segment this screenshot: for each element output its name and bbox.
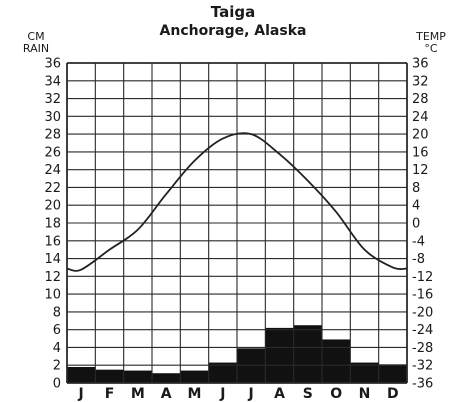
precipitation-bar-9	[293, 325, 322, 383]
right-axis-tick-label: 32	[412, 74, 429, 89]
right-axis-tick-label: -24	[412, 323, 433, 338]
precipitation-bar-11	[350, 362, 379, 383]
right-axis-tick-label: 4	[412, 199, 420, 214]
precipitation-bar-4	[152, 373, 181, 383]
precipitation-bar-3	[123, 370, 152, 383]
left-axis-tick-label: 20	[44, 199, 61, 214]
right-axis-tick-label: 24	[412, 110, 429, 125]
left-axis-tick-label: 28	[44, 128, 61, 143]
right-axis-tick-label: -28	[412, 341, 433, 356]
left-axis-tick-label: 36	[44, 57, 61, 72]
right-axis-tick-label: 20	[412, 128, 429, 143]
precipitation-bar-8	[265, 327, 294, 383]
left-axis-tick-label: 6	[53, 323, 61, 338]
left-axis-tick-label: 24	[44, 163, 61, 178]
month-label: M	[188, 386, 202, 402]
month-label: A	[274, 386, 285, 402]
right-axis-label-line-1: TEMP	[415, 30, 446, 43]
right-axis-tick-label: 28	[412, 92, 429, 107]
left-axis-tick-label: 14	[44, 252, 61, 267]
right-axis-label-line-2: °C	[424, 42, 438, 55]
left-axis-tick-label: 18	[44, 217, 61, 232]
right-axis-tick-label: -36	[412, 377, 433, 392]
chart-grid	[66, 62, 408, 384]
left-axis-tick-label: 16	[44, 234, 61, 249]
precipitation-bar-1	[67, 367, 96, 383]
right-axis-tick-label: 36	[412, 57, 429, 72]
right-axis-tick-label: 16	[412, 145, 429, 160]
temperature-series	[66, 132, 408, 272]
left-axis-tick-label: 4	[53, 341, 61, 356]
precipitation-bar-10	[322, 339, 351, 383]
month-label: N	[359, 386, 371, 402]
month-label: J	[248, 386, 254, 402]
right-axis-tick-label: -4	[412, 234, 425, 249]
month-label: S	[303, 386, 313, 402]
right-axis-tick-label: -20	[412, 305, 433, 320]
left-axis-label-line-2: RAIN	[23, 42, 49, 55]
chart-title: Taiga	[211, 3, 255, 21]
month-label: D	[387, 386, 399, 402]
month-label: M	[131, 386, 145, 402]
chart-subtitle: Anchorage, Alaska	[160, 23, 307, 39]
right-axis-tick-label: 8	[412, 181, 420, 196]
temperature-line	[66, 132, 408, 272]
left-axis-tick-label: 12	[44, 270, 61, 285]
left-axis-tick-label: 26	[44, 145, 61, 160]
left-axis-tick-label: 30	[44, 110, 61, 125]
month-label: O	[330, 386, 342, 402]
precipitation-bar-5	[180, 370, 209, 383]
left-axis-label-line-1: CM	[27, 30, 44, 43]
left-axis-tick-label: 22	[44, 181, 61, 196]
left-axis-tick-label: 2	[53, 359, 61, 374]
month-label: J	[78, 386, 84, 402]
right-axis-tick-label: -8	[412, 252, 425, 267]
right-axis-tick-label: -12	[412, 270, 433, 285]
right-axis-tick-label: 0	[412, 217, 420, 232]
month-label: F	[105, 386, 115, 402]
left-axis-tick-label: 0	[53, 377, 61, 392]
left-axis-tick-label: 32	[44, 92, 61, 107]
left-axis-tick-label: 10	[44, 288, 61, 303]
month-label: A	[161, 386, 172, 402]
left-axis-tick-label: 34	[44, 74, 61, 89]
left-axis-tick-label: 8	[53, 305, 61, 320]
precipitation-bar-2	[95, 369, 124, 383]
right-axis-tick-label: -32	[412, 359, 433, 374]
right-axis-ticks: -36 -32 -28 -24 -20 -16 -12 -8 -4 0 4 8 12 16 20 24 28 32…	[412, 57, 433, 392]
precipitation-bar-12	[378, 364, 407, 383]
precipitation-bar-6	[208, 362, 237, 383]
right-axis-tick-label: 12	[412, 163, 429, 178]
month-label: J	[219, 386, 225, 402]
right-axis-tick-label: -16	[412, 288, 433, 303]
